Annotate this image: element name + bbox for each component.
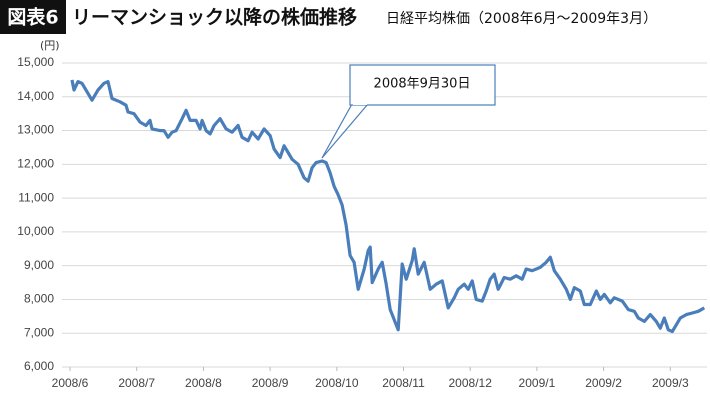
- plot: [70, 79, 706, 334]
- y-tick-label: 7,000: [24, 325, 54, 339]
- x-tick-label: 2008/9: [252, 376, 289, 390]
- x-tick-label: 2008/11: [382, 376, 425, 390]
- x-tick-label: 2009/3: [652, 376, 689, 390]
- y-tick-label: 15,000: [17, 55, 54, 69]
- y-tick-label: 8,000: [24, 292, 54, 306]
- x-tick-label: 2008/10: [315, 376, 359, 390]
- y-tick-label: 9,000: [24, 258, 54, 272]
- y-tick-label: 13,000: [17, 123, 54, 137]
- grid: 6,000 7,000 8,000 9,000 10,000 11,000 12,000 13…: [17, 55, 707, 390]
- y-unit: (円): [40, 39, 60, 52]
- y-tick-label: 6,000: [24, 359, 54, 373]
- badge: 図表6: [7, 6, 58, 29]
- callout-text: 2008年9月30日: [374, 77, 471, 92]
- callout-pointer: [321, 103, 369, 159]
- chart-title: リーマンショック以降の株価推移: [72, 6, 357, 29]
- x-tick-label: 2008/6: [52, 376, 89, 390]
- callout-box: [349, 64, 496, 106]
- badge-box: [0, 0, 66, 34]
- chart-subtitle: 日経平均株価（2008年6月～2009年3月）: [386, 11, 657, 27]
- x-tick-label: 2009/2: [585, 376, 622, 390]
- y-tick-label: 11,000: [18, 190, 54, 204]
- x-tick-label: 2008/8: [185, 376, 222, 390]
- line-series: [70, 79, 706, 334]
- x-tick-label: 2008/12: [449, 376, 493, 390]
- x-tick-label: 2008/7: [118, 376, 155, 390]
- y-tick-label: 12,000: [17, 157, 54, 171]
- y-tick-label: 14,000: [17, 89, 54, 103]
- y-tick-label: 10,000: [17, 224, 54, 238]
- x-tick-label: 2009/1: [519, 376, 556, 390]
